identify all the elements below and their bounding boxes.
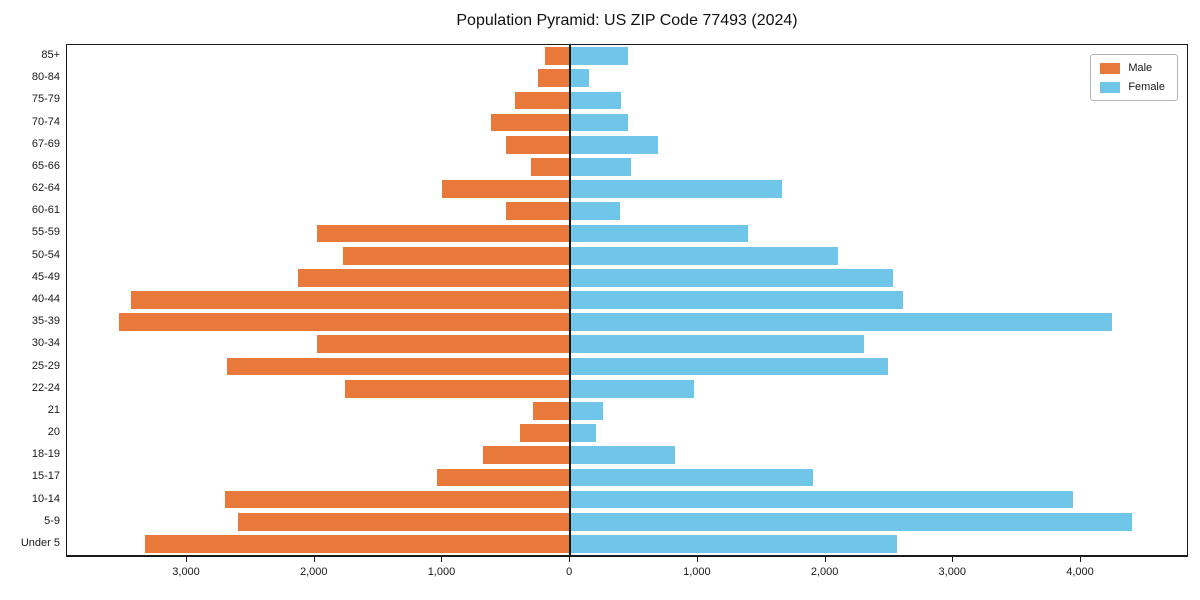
x-tick-mark — [441, 557, 443, 562]
bar-male — [345, 379, 571, 398]
bar-male — [490, 113, 571, 132]
bar-female — [570, 291, 904, 309]
x-tick-mark — [696, 557, 698, 562]
y-axis-labels: 85+ 80-84 75-79 70-74 67-69 65-66 62-64 60-61 55… — [0, 44, 60, 557]
y-axis-label: 15-17 — [31, 470, 60, 483]
y-axis-label: 67-69 — [31, 137, 60, 150]
bar-male — [119, 313, 571, 332]
y-axis-label: 85+ — [41, 49, 60, 62]
x-axis-ticks: 3,000 2,000 1,000 0 1,000 2,000 3,000 4,000 — [66, 557, 1188, 591]
bar-male — [538, 69, 571, 88]
bar-male — [520, 424, 571, 442]
bar-male — [226, 357, 571, 376]
chart-title: Population Pyramid: US ZIP Code 77493 (2… — [456, 12, 798, 29]
bar-male — [298, 268, 571, 287]
zero-line — [569, 45, 572, 555]
legend-label-male: Male — [1128, 62, 1153, 74]
y-axis-label: 50-54 — [31, 248, 60, 261]
x-tick-label: 0 — [566, 566, 573, 578]
bar-female — [570, 180, 783, 198]
bar-female — [570, 246, 839, 265]
x-tick-label: 3,000 — [938, 566, 967, 578]
bar-female — [570, 490, 1074, 509]
bar-female — [570, 91, 622, 110]
bars-layer — [67, 45, 1187, 555]
bar-male — [238, 512, 571, 531]
bar-male — [317, 335, 571, 354]
bar-female — [570, 268, 894, 287]
legend-item-female: Female — [1100, 81, 1165, 93]
x-tick-label: 1,000 — [683, 566, 711, 578]
y-axis-label: 65-66 — [31, 159, 60, 172]
bar-male — [533, 402, 571, 420]
y-axis-label: 20 — [47, 426, 60, 439]
y-axis-label: 80-84 — [31, 71, 60, 84]
bar-female — [570, 424, 596, 442]
bar-male — [530, 158, 571, 176]
x-tick-label: 4,000 — [1066, 566, 1094, 578]
y-axis-label: 30-34 — [31, 337, 60, 350]
x-tick-label: 3,000 — [172, 566, 200, 578]
bar-male — [144, 535, 571, 553]
bar-female — [570, 313, 1112, 332]
plot-area: Male Female — [66, 44, 1188, 557]
legend-label-female: Female — [1128, 81, 1165, 93]
bar-female — [570, 135, 659, 154]
bar-male — [437, 468, 571, 487]
y-axis-label: 55-59 — [31, 226, 60, 239]
legend: Male Female — [1090, 54, 1178, 101]
y-axis-label: 21 — [47, 403, 60, 416]
x-tick-mark — [313, 557, 315, 562]
bar-male — [342, 246, 571, 265]
male-swatch — [1100, 62, 1121, 74]
x-tick-mark — [952, 557, 954, 562]
x-tick-label: 1,000 — [427, 566, 456, 578]
bar-female — [570, 202, 620, 221]
bar-male — [483, 446, 571, 465]
y-axis-label: 40-44 — [31, 293, 60, 305]
bar-male — [506, 202, 571, 221]
bar-male — [317, 224, 571, 243]
bar-male — [225, 490, 571, 509]
x-tick-label: 2,000 — [299, 566, 328, 578]
bar-female — [570, 512, 1133, 531]
y-axis-label: 60-61 — [31, 204, 60, 217]
bar-male — [506, 135, 571, 154]
bar-female — [570, 468, 813, 487]
bar-female — [570, 47, 628, 65]
bar-female — [570, 158, 632, 176]
bar-male — [544, 47, 571, 65]
x-tick-mark — [186, 557, 188, 562]
y-axis-label: Under 5 — [20, 536, 60, 549]
bar-female — [570, 535, 898, 553]
y-axis-label: 22-24 — [31, 381, 60, 394]
bar-female — [570, 357, 889, 376]
female-swatch — [1100, 81, 1121, 93]
y-axis-label: 10-14 — [31, 492, 60, 505]
bar-female — [570, 379, 695, 398]
bar-female — [570, 69, 590, 88]
bar-female — [570, 335, 864, 354]
legend-item-male: Male — [1100, 62, 1165, 74]
bar-male — [515, 91, 571, 110]
y-axis-label: 70-74 — [31, 115, 60, 128]
x-tick-mark — [824, 557, 826, 562]
y-axis-label: 75-79 — [31, 93, 60, 106]
x-tick-label: 2,000 — [810, 566, 839, 578]
x-tick-mark — [1080, 557, 1081, 562]
y-axis-label: 35-39 — [31, 315, 60, 328]
bar-male — [130, 291, 571, 309]
y-axis-label: 5-9 — [44, 514, 60, 527]
y-axis-label: 62-64 — [31, 182, 60, 195]
bar-female — [570, 224, 748, 243]
bar-female — [570, 113, 628, 132]
bar-male — [442, 180, 571, 198]
x-tick-mark — [569, 557, 571, 562]
y-axis-label: 45-49 — [31, 270, 60, 283]
y-axis-label: 18-19 — [31, 448, 60, 461]
bar-female — [570, 446, 675, 465]
bar-female — [570, 402, 604, 420]
y-axis-label: 25-29 — [31, 359, 60, 372]
